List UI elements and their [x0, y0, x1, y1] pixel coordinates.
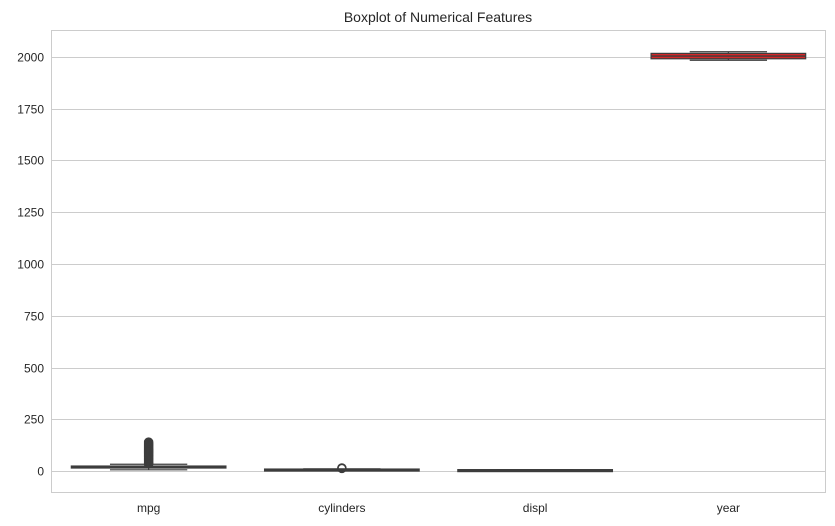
y-tick-label-1500: 1500	[17, 154, 44, 168]
box-group-mpg	[70, 437, 227, 471]
y-axis-ticks: 0 250 500 750 1000 1250 1500 1750 2000	[17, 51, 44, 479]
y-tick-label-750: 750	[24, 310, 44, 324]
x-tick-label-cylinders: cylinders	[318, 501, 365, 515]
x-tick-label-displ: displ	[523, 501, 548, 515]
y-tick-label-1750: 1750	[17, 103, 44, 117]
box-group-displ	[457, 469, 614, 473]
y-tick-label-1000: 1000	[17, 258, 44, 272]
box-group-cylinders	[263, 463, 420, 474]
chart-title: Boxplot of Numerical Features	[344, 9, 532, 25]
grid-layer	[52, 57, 825, 472]
outlier-mpg-21	[143, 437, 154, 447]
y-tick-label-1250: 1250	[17, 206, 44, 220]
plot-area-frame	[51, 30, 826, 493]
box-group-year	[650, 51, 807, 61]
y-tick-label-0: 0	[37, 465, 44, 479]
boxes-layer	[70, 51, 807, 474]
x-tick-label-mpg: mpg	[137, 501, 160, 515]
outlier-cylinders-1	[337, 463, 347, 473]
x-axis-ticks: mpg cylinders displ year	[137, 501, 740, 515]
y-tick-label-2000: 2000	[17, 51, 44, 65]
y-tick-label-250: 250	[24, 413, 44, 427]
y-tick-label-500: 500	[24, 362, 44, 376]
x-tick-label-year: year	[717, 501, 740, 515]
